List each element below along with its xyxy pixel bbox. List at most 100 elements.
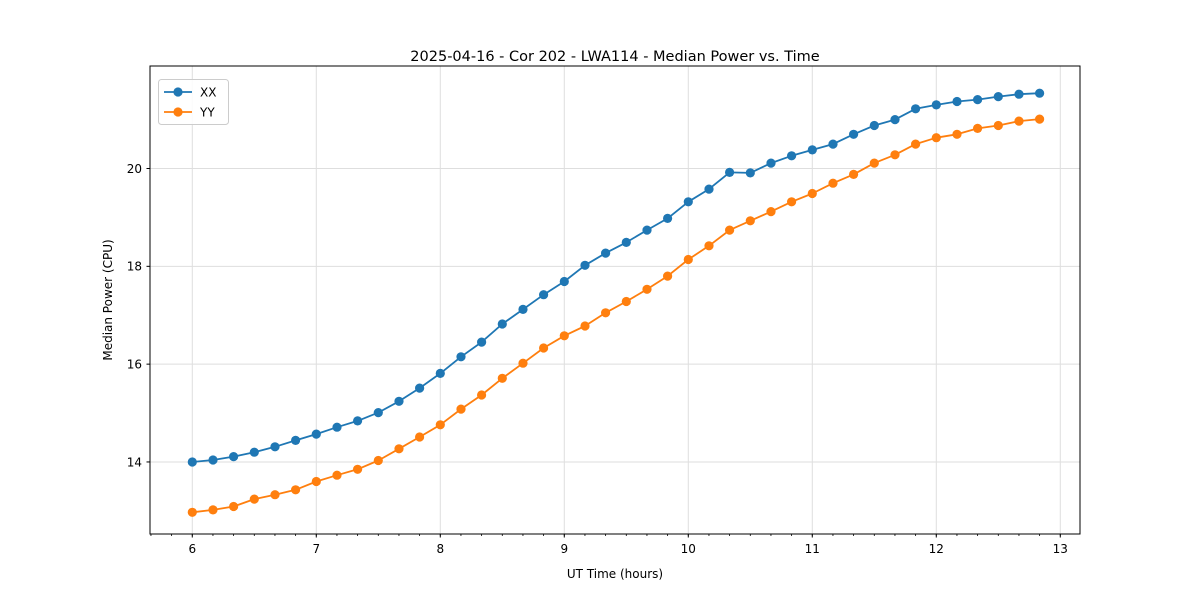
data-point — [539, 343, 549, 353]
data-point — [787, 151, 797, 161]
data-point — [415, 383, 425, 393]
y-tick-label: 20 — [127, 162, 142, 176]
data-point — [270, 442, 280, 452]
y-tick-label: 16 — [127, 357, 142, 371]
data-point — [477, 337, 487, 347]
data-point — [559, 276, 569, 287]
legend: XX YY — [158, 79, 229, 125]
data-point — [931, 100, 941, 110]
series-line — [192, 118, 1040, 514]
data-point — [1035, 88, 1045, 98]
data-point — [208, 455, 218, 465]
data-point — [580, 260, 590, 270]
x-tick-label: 9 — [560, 542, 568, 556]
data-point — [849, 129, 859, 139]
data-point — [249, 494, 259, 504]
x-tick-label: 10 — [681, 542, 696, 556]
data-point — [766, 207, 776, 217]
data-point — [518, 358, 528, 368]
data-point — [642, 284, 652, 294]
data-point — [311, 476, 321, 487]
legend-item-xx: XX — [164, 85, 216, 99]
legend-marker — [173, 87, 183, 97]
data-point — [869, 158, 879, 168]
data-point — [497, 373, 507, 383]
data-point — [973, 123, 983, 133]
y-axis-label: Median Power (CPU) — [101, 239, 115, 360]
data-point — [663, 213, 673, 223]
data-point — [952, 129, 962, 139]
data-point — [311, 429, 321, 439]
data-point — [229, 501, 239, 512]
series-xx — [187, 88, 1045, 467]
data-point — [601, 308, 611, 318]
data-point — [890, 150, 900, 160]
data-point — [208, 505, 218, 515]
data-point — [807, 145, 817, 155]
data-point — [249, 447, 259, 457]
data-point — [621, 237, 631, 247]
data-point — [642, 225, 652, 235]
y-tick-label: 14 — [127, 455, 142, 469]
data-point — [187, 457, 197, 467]
data-point — [890, 115, 900, 125]
data-point — [1035, 114, 1045, 124]
x-tick-label: 6 — [188, 542, 196, 556]
data-point — [539, 290, 549, 300]
data-point — [787, 197, 797, 207]
data-point — [518, 304, 528, 314]
data-point — [911, 139, 921, 149]
data-point — [291, 485, 301, 495]
data-point — [394, 396, 404, 406]
data-point — [291, 435, 301, 445]
data-point — [807, 188, 817, 199]
legend-label: YY — [199, 105, 215, 119]
data-point — [187, 507, 197, 517]
data-point — [621, 296, 631, 307]
data-point — [497, 319, 507, 329]
legend-box — [158, 79, 229, 125]
data-point — [477, 390, 487, 400]
x-tick-label: 7 — [312, 542, 320, 556]
data-point — [332, 422, 342, 432]
data-point — [725, 225, 735, 235]
data-point — [1014, 116, 1024, 126]
data-point — [704, 241, 714, 251]
data-point — [952, 96, 962, 107]
data-point — [745, 168, 755, 178]
series-layer — [187, 88, 1045, 517]
data-point — [353, 464, 363, 474]
x-tick-label: 13 — [1053, 542, 1068, 556]
x-tick-label: 8 — [436, 542, 444, 556]
data-point — [931, 133, 941, 143]
data-point — [456, 404, 466, 414]
data-point — [993, 92, 1003, 102]
data-point — [911, 104, 921, 114]
data-point — [1014, 89, 1024, 99]
data-point — [332, 470, 342, 480]
x-axis-ticks: 6 7 8 9 10 11 12 13 — [150, 534, 1068, 556]
data-point — [828, 139, 838, 149]
data-point — [559, 331, 569, 341]
data-point — [229, 452, 239, 462]
data-point — [456, 352, 466, 362]
data-point — [270, 490, 280, 500]
data-point — [683, 254, 693, 265]
data-point — [828, 178, 838, 188]
data-point — [663, 271, 673, 281]
data-point — [704, 184, 714, 194]
legend-marker — [173, 107, 183, 117]
plot-border — [149, 65, 1081, 535]
series-line — [192, 92, 1040, 463]
data-point — [601, 248, 611, 258]
data-point — [849, 169, 859, 179]
data-point — [435, 368, 445, 378]
y-axis-ticks: 14 16 18 20 — [127, 162, 150, 469]
data-point — [973, 95, 983, 105]
data-point — [683, 197, 693, 207]
x-axis-label: UT Time (hours) — [567, 567, 663, 581]
x-tick-label: 12 — [929, 542, 944, 556]
data-point — [353, 416, 363, 426]
